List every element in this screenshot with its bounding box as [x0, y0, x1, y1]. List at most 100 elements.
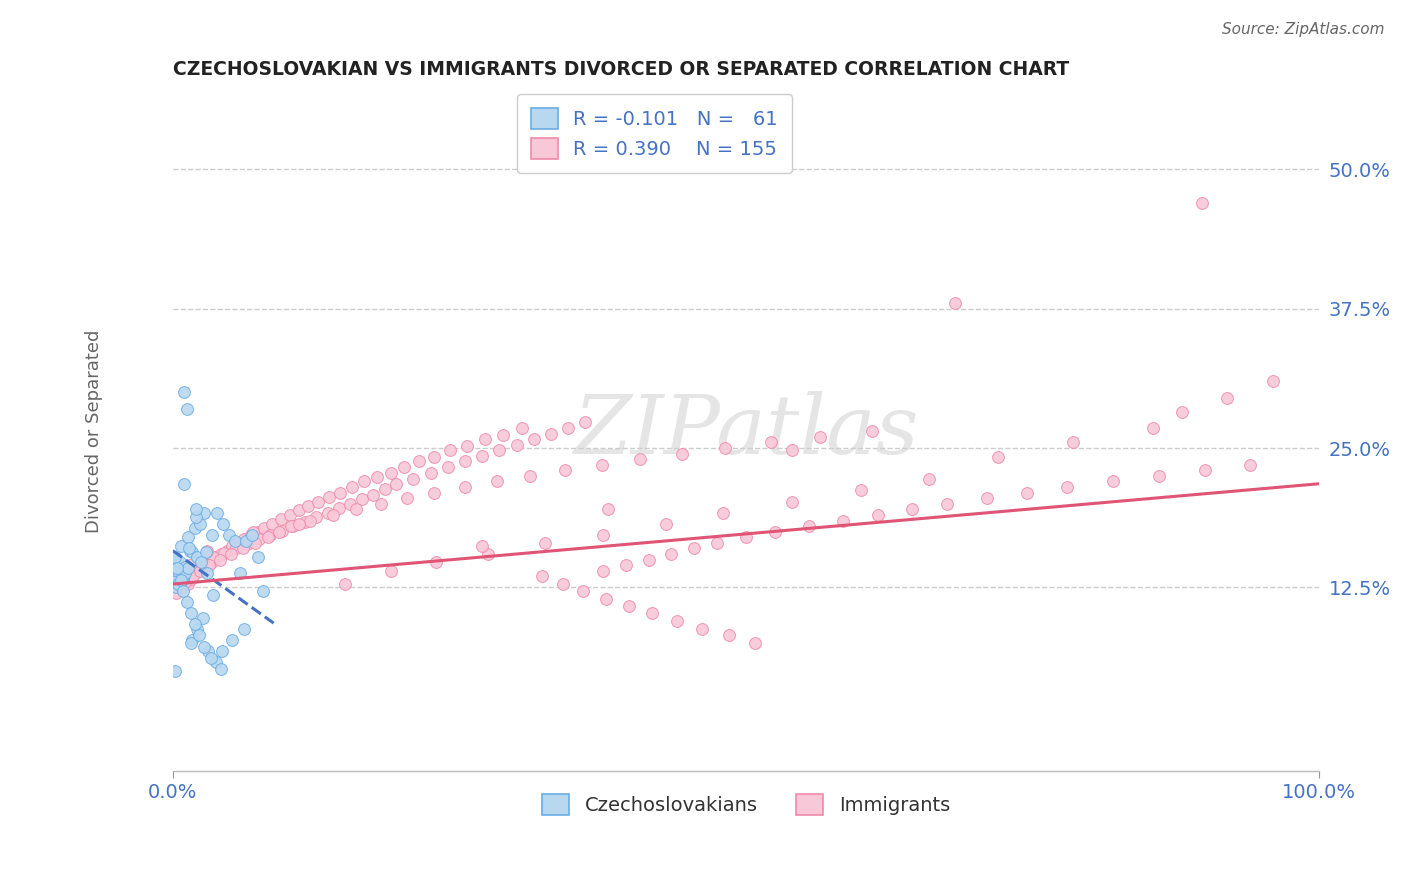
Point — [706, 536, 728, 550]
Point — [188, 564, 211, 578]
Point — [174, 574, 197, 589]
Point — [943, 296, 966, 310]
Point — [454, 454, 477, 468]
Point — [1101, 475, 1123, 489]
Point — [692, 622, 714, 636]
Point — [176, 577, 198, 591]
Point — [172, 572, 194, 586]
Point — [225, 541, 247, 556]
Point — [614, 558, 637, 573]
Point — [437, 460, 460, 475]
Point — [229, 566, 252, 580]
Point — [252, 583, 274, 598]
Point — [380, 564, 402, 578]
Point — [1239, 458, 1261, 472]
Point — [557, 421, 579, 435]
Point — [184, 510, 207, 524]
Point — [711, 506, 734, 520]
Point — [519, 469, 541, 483]
Point — [201, 528, 224, 542]
Point — [316, 506, 339, 520]
Point — [246, 550, 269, 565]
Point — [253, 521, 276, 535]
Point — [163, 566, 186, 580]
Point — [574, 416, 596, 430]
Point — [683, 541, 706, 556]
Point — [170, 539, 193, 553]
Point — [235, 533, 257, 548]
Point — [305, 510, 328, 524]
Point — [423, 450, 446, 464]
Point — [245, 536, 267, 550]
Point — [763, 524, 786, 539]
Y-axis label: Divorced or Separated: Divorced or Separated — [86, 330, 103, 533]
Point — [350, 492, 373, 507]
Point — [534, 536, 557, 550]
Point — [173, 573, 195, 587]
Point — [179, 543, 201, 558]
Point — [232, 533, 254, 547]
Point — [186, 550, 208, 565]
Point — [232, 541, 254, 556]
Point — [328, 501, 350, 516]
Point — [195, 545, 218, 559]
Point — [170, 573, 193, 587]
Point — [849, 483, 872, 498]
Point — [190, 555, 212, 569]
Point — [408, 454, 430, 468]
Point — [1194, 463, 1216, 477]
Point — [654, 516, 676, 531]
Point — [201, 555, 224, 569]
Point — [232, 622, 254, 636]
Point — [617, 599, 640, 614]
Point — [180, 572, 202, 586]
Point — [278, 508, 301, 522]
Point — [212, 516, 235, 531]
Point — [165, 581, 187, 595]
Point — [242, 524, 264, 539]
Point — [183, 521, 205, 535]
Point — [976, 491, 998, 506]
Point — [363, 488, 385, 502]
Point — [176, 402, 198, 417]
Point — [209, 547, 232, 561]
Point — [299, 514, 322, 528]
Point — [246, 524, 269, 539]
Point — [333, 577, 356, 591]
Point — [486, 475, 509, 489]
Point — [221, 632, 243, 647]
Point — [205, 550, 228, 565]
Point — [592, 528, 614, 542]
Point — [239, 528, 262, 542]
Point — [402, 472, 425, 486]
Point — [173, 476, 195, 491]
Point — [176, 595, 198, 609]
Point — [671, 447, 693, 461]
Point — [195, 558, 218, 573]
Point — [630, 452, 652, 467]
Point — [370, 497, 392, 511]
Point — [340, 480, 363, 494]
Point — [366, 470, 388, 484]
Point — [1142, 421, 1164, 435]
Point — [297, 499, 319, 513]
Point — [744, 636, 766, 650]
Point — [474, 432, 496, 446]
Point — [530, 569, 553, 583]
Point — [987, 450, 1010, 464]
Point — [860, 425, 883, 439]
Point — [598, 502, 620, 516]
Point — [288, 503, 311, 517]
Point — [505, 438, 527, 452]
Point — [236, 537, 259, 551]
Point — [329, 485, 352, 500]
Point — [439, 443, 461, 458]
Point — [259, 528, 281, 542]
Point — [1062, 435, 1084, 450]
Point — [177, 541, 200, 556]
Point — [551, 577, 574, 591]
Point — [554, 463, 576, 477]
Point — [211, 644, 233, 658]
Point — [208, 552, 231, 566]
Point — [344, 502, 367, 516]
